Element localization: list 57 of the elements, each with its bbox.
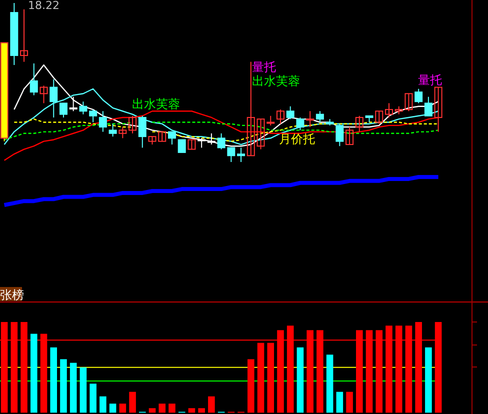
candlestick — [306, 110, 314, 128]
bar — [148, 408, 156, 413]
bar — [80, 367, 87, 413]
chart-title: 张榜 — [0, 288, 24, 302]
candlestick — [128, 115, 137, 134]
candlestick — [286, 106, 294, 120]
candlestick — [384, 102, 393, 118]
candlestick — [434, 86, 442, 132]
candlestick — [346, 126, 354, 146]
candlestick — [424, 96, 432, 116]
annotation: 出水芙蓉 — [132, 97, 180, 111]
candlestick — [79, 101, 88, 115]
annotation: 18.22 — [28, 0, 60, 12]
bar — [60, 359, 67, 413]
candlestick — [178, 139, 186, 153]
candlestick — [30, 62, 38, 96]
bar — [158, 404, 166, 413]
bar — [90, 384, 96, 413]
bar — [425, 347, 432, 413]
candlestick — [108, 123, 117, 138]
bar — [109, 404, 116, 413]
bar — [208, 396, 215, 413]
candlestick — [59, 102, 68, 118]
bar — [296, 347, 304, 413]
candlestick — [375, 110, 384, 124]
candlestick — [296, 116, 304, 131]
candlestick — [69, 96, 78, 112]
bar — [70, 362, 77, 413]
bar — [247, 359, 254, 413]
candlestick — [237, 147, 246, 162]
bar — [198, 408, 205, 413]
bar — [336, 392, 344, 413]
bar — [346, 392, 353, 413]
annotation: 月价托 — [279, 132, 315, 146]
bar — [257, 342, 264, 413]
bar — [30, 334, 38, 413]
bar — [100, 396, 106, 413]
bar — [188, 408, 196, 413]
candlestick — [414, 88, 423, 104]
candlestick — [20, 8, 28, 62]
candlestick — [118, 126, 127, 139]
annotation: 量托 — [252, 60, 276, 74]
bar — [168, 404, 176, 413]
annotation: 量托 — [418, 73, 442, 87]
annotation: 出水芙蓉 — [252, 74, 300, 88]
candlestick — [276, 109, 284, 124]
candlestick — [40, 85, 48, 104]
candlestick — [355, 115, 364, 132]
candlestick — [316, 110, 324, 123]
bar — [50, 347, 58, 413]
candlestick — [188, 139, 196, 150]
bar — [129, 392, 136, 413]
bar — [119, 404, 126, 413]
bar — [326, 354, 334, 413]
candlestick — [89, 109, 98, 123]
bar — [267, 342, 274, 413]
candlestick — [98, 110, 107, 132]
